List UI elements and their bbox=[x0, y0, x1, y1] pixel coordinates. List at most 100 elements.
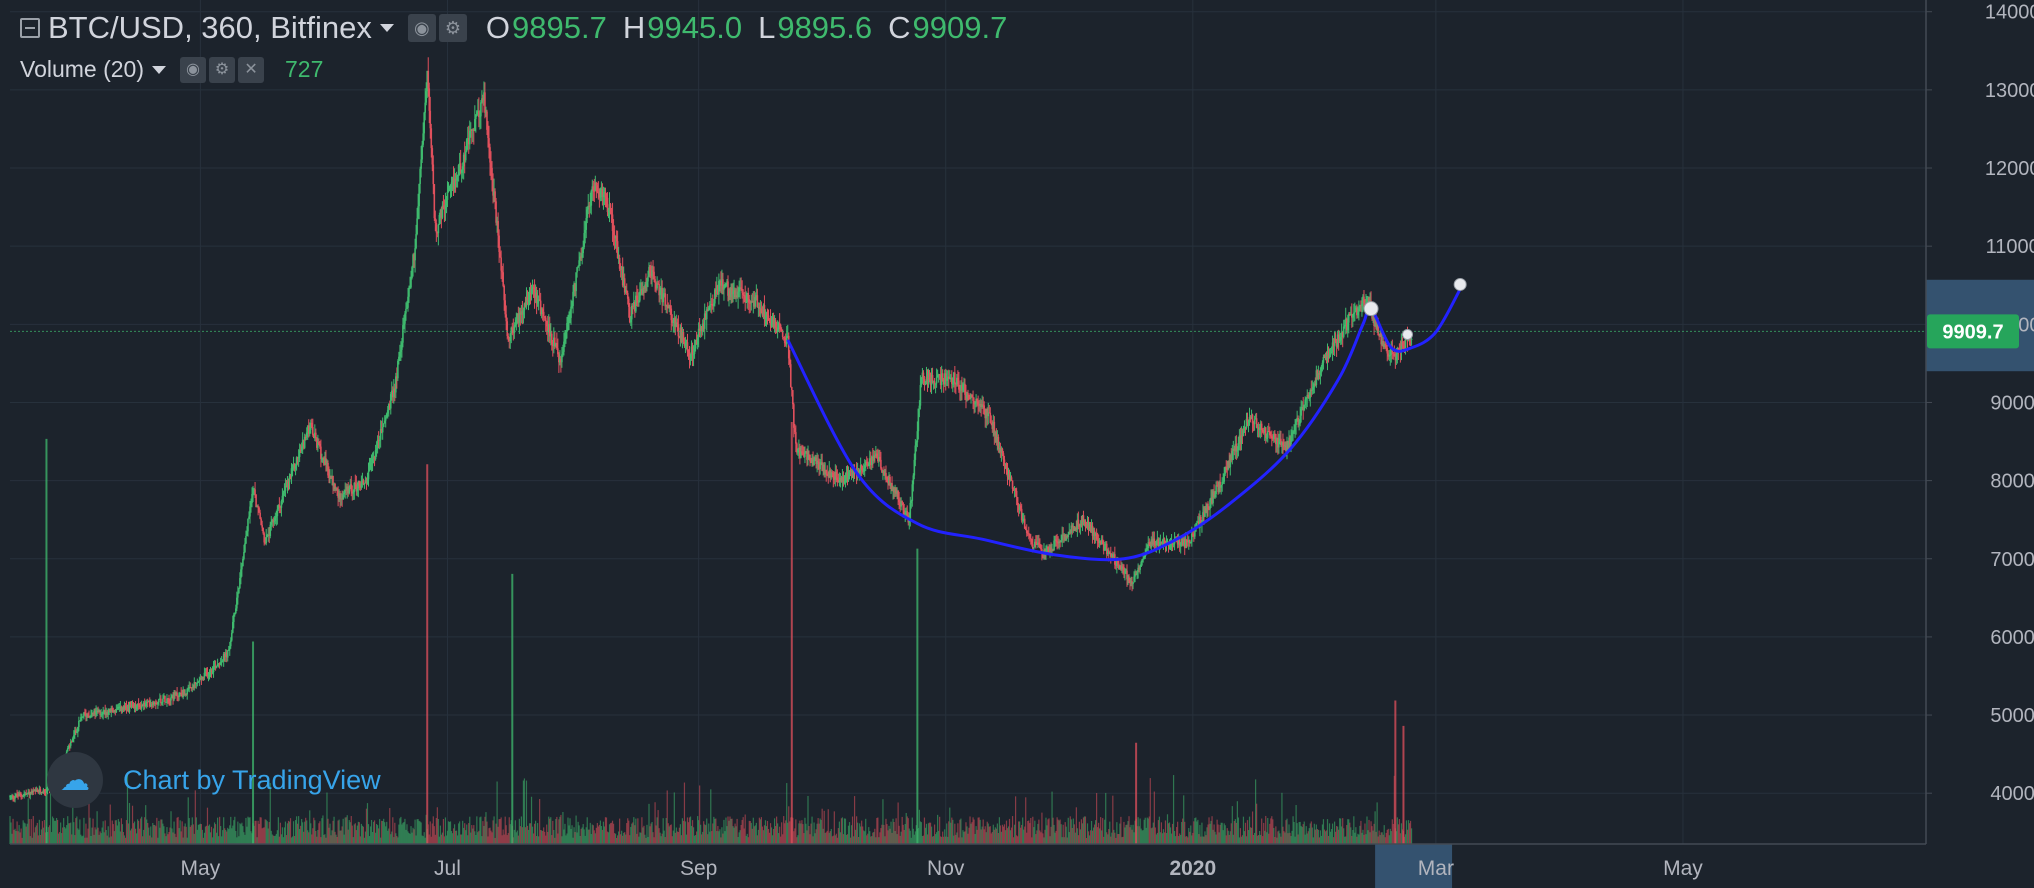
candle-body bbox=[1403, 347, 1406, 349]
candle-body bbox=[849, 470, 852, 472]
candle-body bbox=[1148, 542, 1151, 545]
candle-body bbox=[471, 129, 474, 131]
candle-body bbox=[692, 353, 695, 356]
candle-body bbox=[642, 287, 644, 294]
candle-body bbox=[159, 698, 161, 700]
eye-icon[interactable]: ◉ bbox=[180, 56, 207, 83]
candle-body bbox=[1019, 505, 1022, 509]
candle-body bbox=[1262, 431, 1265, 433]
candle-body bbox=[1208, 509, 1210, 511]
candle-body bbox=[92, 712, 94, 714]
candle-body bbox=[1353, 312, 1355, 314]
candle-body bbox=[100, 714, 102, 716]
candle-body bbox=[185, 693, 188, 695]
candle-body bbox=[1335, 341, 1338, 347]
candle-body bbox=[828, 470, 831, 478]
candle-body bbox=[425, 91, 428, 103]
candle-body bbox=[903, 510, 906, 515]
candle-body bbox=[1352, 313, 1354, 318]
candle-body bbox=[388, 404, 391, 409]
candle-body bbox=[1355, 307, 1357, 312]
candle-body bbox=[351, 491, 354, 494]
candle-body bbox=[1365, 302, 1367, 304]
candle-body bbox=[687, 351, 690, 353]
candle-body bbox=[703, 313, 706, 329]
candle-body bbox=[1238, 435, 1241, 443]
gear-icon[interactable]: ⚙ bbox=[438, 14, 467, 42]
candle-body bbox=[122, 707, 125, 710]
candle-body bbox=[991, 423, 994, 429]
candle-body bbox=[1133, 576, 1135, 583]
close-icon[interactable]: ✕ bbox=[238, 56, 265, 83]
eye-icon[interactable]: ◉ bbox=[407, 14, 436, 42]
candle-body bbox=[531, 287, 534, 290]
candle-body bbox=[1312, 387, 1315, 390]
candle-body bbox=[153, 702, 155, 705]
candle-body bbox=[1271, 436, 1273, 439]
candle-body bbox=[705, 309, 708, 320]
candle-body bbox=[568, 318, 570, 323]
candle-body bbox=[309, 422, 312, 430]
candle-body bbox=[530, 289, 533, 294]
candle-body bbox=[1393, 353, 1396, 357]
candle-body bbox=[1281, 442, 1283, 446]
candle-body bbox=[707, 307, 710, 311]
candle-body bbox=[571, 305, 573, 307]
candle-body bbox=[424, 102, 427, 113]
candle-body bbox=[674, 317, 677, 327]
tradingview-watermark[interactable]: ☁ Chart by TradingView bbox=[47, 752, 381, 808]
candle-body bbox=[301, 439, 304, 447]
candle-body bbox=[1400, 341, 1403, 353]
candle-body bbox=[188, 687, 191, 689]
candle-body bbox=[1139, 566, 1141, 570]
candle-body bbox=[126, 707, 129, 709]
candle-body bbox=[497, 221, 499, 236]
symbol-title[interactable]: BTC/USD, 360, Bitfinex bbox=[48, 10, 372, 45]
candle-body bbox=[1013, 488, 1016, 490]
candle-body bbox=[584, 229, 587, 234]
candle-body bbox=[566, 323, 568, 332]
candle-body bbox=[117, 707, 120, 709]
time-axis[interactable]: May Jul Sep Nov 2020 Mar May bbox=[181, 857, 1704, 880]
candle-body bbox=[457, 165, 460, 176]
gear-icon[interactable]: ⚙ bbox=[209, 56, 236, 83]
candle-body bbox=[754, 297, 757, 307]
price-axis[interactable]: 4000.05000.06000.07000.08000.09000.01000… bbox=[1926, 2, 2034, 805]
candle-body bbox=[629, 319, 632, 323]
candle-body bbox=[475, 114, 477, 120]
candle-body bbox=[393, 388, 395, 398]
candle-body bbox=[365, 480, 368, 483]
watermark-text: Chart by TradingView bbox=[123, 764, 381, 795]
candle-body bbox=[131, 704, 134, 706]
candle-body bbox=[516, 313, 519, 320]
candle-body bbox=[513, 326, 516, 334]
pattern-curve[interactable] bbox=[786, 288, 1462, 562]
chevron-down-icon[interactable] bbox=[379, 24, 394, 32]
candle-body bbox=[931, 375, 934, 382]
collapse-icon[interactable] bbox=[20, 18, 40, 38]
candle-body bbox=[606, 197, 609, 213]
candle-body bbox=[1063, 534, 1066, 536]
candle-body bbox=[1263, 427, 1266, 433]
candle-body bbox=[449, 184, 452, 188]
candle-body bbox=[191, 687, 194, 689]
candle-body bbox=[366, 479, 369, 483]
candle-body bbox=[1071, 525, 1074, 528]
candle-body bbox=[484, 92, 486, 113]
candle-body bbox=[918, 405, 921, 409]
candle-body bbox=[1351, 313, 1353, 318]
candle-body bbox=[291, 467, 294, 469]
volume-title[interactable]: Volume (20) bbox=[20, 56, 145, 82]
candle-body bbox=[398, 356, 400, 361]
chevron-down-icon[interactable] bbox=[152, 65, 167, 74]
candle-body bbox=[544, 317, 547, 321]
candle-body bbox=[26, 793, 29, 795]
candle-body bbox=[673, 317, 676, 322]
candle-body bbox=[536, 299, 539, 304]
candle-body bbox=[790, 386, 793, 391]
candle-body bbox=[834, 471, 837, 480]
pattern-points[interactable] bbox=[1363, 277, 1467, 340]
candle-body bbox=[1259, 423, 1262, 430]
